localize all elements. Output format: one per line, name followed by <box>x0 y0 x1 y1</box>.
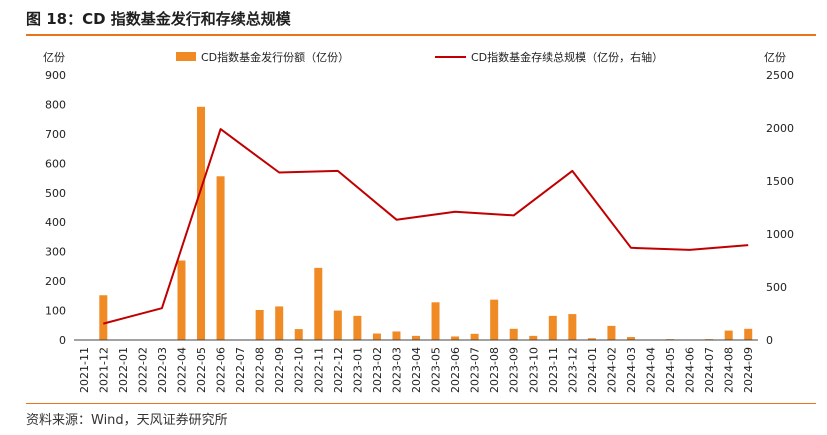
bar-series <box>99 106 753 340</box>
bar-2023-09 <box>509 328 518 340</box>
right-tick-label: 0 <box>766 334 773 347</box>
left-tick-label: 200 <box>45 275 66 288</box>
bar-2024-09 <box>744 328 753 340</box>
x-tick-label: 2023-03 <box>390 347 403 393</box>
right-tick-label: 1500 <box>766 175 794 188</box>
x-tick-label: 2022-10 <box>293 347 306 393</box>
bar-2022-08 <box>255 309 264 340</box>
left-tick-label: 300 <box>45 246 66 259</box>
title-rule <box>26 34 816 36</box>
x-tick-label: 2022-02 <box>136 347 149 393</box>
line-path <box>103 128 749 325</box>
bar-2023-02 <box>372 333 381 340</box>
x-tick-label: 2023-07 <box>469 347 482 393</box>
left-tick-label: 600 <box>45 157 66 170</box>
x-tick-label: 2022-06 <box>215 347 228 393</box>
bar-2023-03 <box>392 331 401 340</box>
bar-2024-02 <box>607 325 616 340</box>
x-tick-label: 2023-05 <box>430 347 443 393</box>
x-tick-label: 2021-12 <box>97 347 110 393</box>
left-tick-label: 400 <box>45 216 66 229</box>
bar-2023-04 <box>412 335 420 340</box>
bar-2022-12 <box>333 310 342 340</box>
bar-2022-06 <box>216 176 225 340</box>
left-tick-label: 700 <box>45 128 66 141</box>
figure-title: 图 18：CD 指数基金发行和存续总规模 <box>26 10 291 28</box>
right-axis-unit: 亿份 <box>764 51 786 64</box>
left-tick-label: 500 <box>45 187 66 200</box>
bar-2023-10 <box>529 335 538 340</box>
right-axis-ticks: 0 500 1000 1500 2000 2500 <box>766 69 794 347</box>
bar-2023-12 <box>568 314 577 340</box>
bar-2022-04 <box>177 260 186 340</box>
x-tick-label: 2023-10 <box>527 347 540 393</box>
x-tick-label: 2024-08 <box>723 347 736 393</box>
x-axis-labels: 2021-11 2021-12 2022-01 2022-02 2022-03 2022-… <box>78 347 755 393</box>
bar-2022-11 <box>314 267 323 340</box>
source-rule <box>26 403 816 404</box>
bar-2024-01 <box>587 338 596 340</box>
legend-bar-label: CD指数基金发行份额（亿份） <box>201 50 349 64</box>
right-tick-label: 500 <box>766 281 787 294</box>
x-tick-label: 2024-05 <box>664 347 677 393</box>
bar-2021-12 <box>99 295 108 340</box>
line-series <box>103 128 749 325</box>
x-tick-label: 2023-01 <box>351 347 364 393</box>
x-tick-label: 2023-12 <box>566 347 579 393</box>
x-tick-label: 2022-07 <box>234 347 247 393</box>
bar-2023-01 <box>353 315 362 340</box>
bar-2023-08 <box>490 299 499 340</box>
x-tick-label: 2024-09 <box>742 347 755 393</box>
x-tick-label: 2024-06 <box>684 347 697 393</box>
bar-2023-07 <box>470 333 479 340</box>
x-tick-label: 2023-09 <box>508 347 521 393</box>
legend-line-label: CD指数基金存续总规模（亿份，右轴） <box>471 50 663 64</box>
x-tick-label: 2023-04 <box>410 347 423 393</box>
x-tick-label: 2021-11 <box>78 347 91 393</box>
left-tick-label: 0 <box>59 334 66 347</box>
bar-2023-06 <box>451 336 460 340</box>
right-tick-label: 2500 <box>766 69 794 82</box>
legend: CD指数基金发行份额（亿份） CD指数基金存续总规模（亿份，右轴） <box>176 50 663 64</box>
x-tick-label: 2024-02 <box>605 347 618 393</box>
x-tick-label: 2023-11 <box>547 347 560 393</box>
x-tick-label: 2023-08 <box>488 347 501 393</box>
x-tick-label: 2022-05 <box>195 347 208 393</box>
bar-2024-08 <box>724 330 733 340</box>
left-tick-label: 900 <box>45 69 66 82</box>
x-tick-label: 2024-07 <box>703 347 716 393</box>
bar-2024-03 <box>626 337 635 340</box>
x-tick-label: 2022-12 <box>332 347 345 393</box>
bar-2022-05 <box>197 106 206 340</box>
x-tick-label: 2022-01 <box>117 347 130 393</box>
x-tick-label: 2022-09 <box>273 347 286 393</box>
bar-2023-05 <box>431 302 440 340</box>
x-tick-label: 2022-04 <box>175 347 188 393</box>
right-tick-label: 2000 <box>766 122 794 135</box>
bar-2023-11 <box>548 315 557 340</box>
right-tick-label: 1000 <box>766 228 794 241</box>
legend-bar-swatch <box>176 52 196 61</box>
bar-2022-09 <box>275 306 284 340</box>
x-tick-label: 2022-11 <box>312 347 325 393</box>
source-note: 资料来源：Wind，天风证券研究所 <box>26 413 228 428</box>
left-tick-label: 800 <box>45 98 66 111</box>
x-tick-label: 2023-02 <box>371 347 384 393</box>
left-tick-label: 100 <box>45 305 66 318</box>
x-tick-label: 2023-06 <box>449 347 462 393</box>
x-tick-label: 2024-03 <box>625 347 638 393</box>
left-axis-unit: 亿份 <box>43 51 65 64</box>
x-tick-label: 2022-03 <box>156 347 169 393</box>
x-tick-label: 2024-01 <box>586 347 599 393</box>
x-tick-label: 2024-04 <box>645 347 658 393</box>
x-tick-label: 2022-08 <box>254 347 267 393</box>
bar-2022-10 <box>294 329 303 340</box>
left-axis-ticks: 0 100 200 300 400 500 600 700 800 900 <box>45 69 66 347</box>
